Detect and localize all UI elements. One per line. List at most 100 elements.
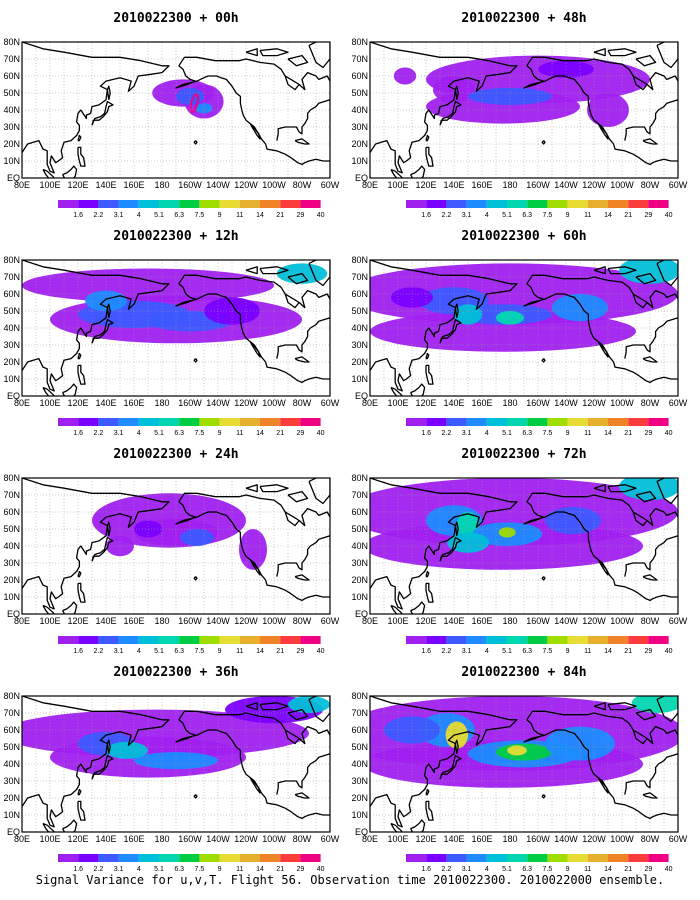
colorbar-label: 29 [645, 866, 653, 873]
lon-tick-label: 120W [582, 398, 606, 408]
colorbar-swatch [239, 200, 260, 208]
colorbar-swatch [78, 200, 99, 208]
lon-tick-label: 100W [610, 834, 634, 844]
coastline [178, 492, 330, 527]
lon-tick-label: 160E [123, 398, 144, 408]
colorbar-swatch [260, 418, 281, 426]
colorbar-label: 7.5 [543, 648, 553, 655]
colorbar-label: 21 [276, 648, 284, 655]
colorbar-swatch [446, 418, 467, 426]
lon-tick-label: 100E [39, 398, 60, 408]
coastline [178, 56, 330, 91]
lat-tick-label: EQ [7, 173, 20, 183]
colorbar-label: 7.5 [543, 430, 553, 437]
lon-tick-label: 140W [554, 834, 578, 844]
colorbar-swatch [300, 854, 321, 862]
coastlines [22, 42, 330, 178]
lon-tick-label: 140E [95, 180, 116, 190]
coastline [259, 484, 289, 493]
coastline [656, 478, 678, 505]
colorbar-swatch [300, 418, 321, 426]
coastline [245, 48, 258, 57]
lon-tick-label: 100W [262, 180, 286, 190]
lon-tick-label: 60W [669, 398, 688, 408]
panel-title: 2010022300 + 00h [113, 11, 238, 26]
lon-tick-label: 140W [206, 616, 230, 626]
colorbar-swatch [219, 854, 240, 862]
colorbar-swatch [179, 636, 200, 644]
lat-tick-label: 60N [351, 725, 368, 735]
colorbar-label: 29 [645, 430, 653, 437]
lon-tick-label: 180 [502, 180, 517, 190]
coastline [370, 478, 518, 610]
colorbar-label: 1.6 [421, 212, 431, 219]
lon-tick-label: 80E [14, 180, 30, 190]
variance-contour [391, 287, 433, 308]
contour-field [393, 55, 650, 127]
lon-tick-label: 80W [641, 180, 660, 190]
colorbar-label: 6.3 [174, 212, 184, 219]
lat-tick-label: 20N [3, 575, 20, 585]
colorbar-swatch [648, 418, 669, 426]
figure-caption: Signal Variance for u,v,T. Flight 56. Ob… [35, 873, 665, 887]
colorbar-swatch [587, 200, 608, 208]
coastline [308, 260, 330, 287]
lon-tick-label: 120E [67, 398, 88, 408]
coastline [635, 54, 657, 67]
colorbar-label: 5.1 [154, 866, 164, 873]
panel-title: 2010022300 + 60h [461, 229, 586, 244]
colorbar-swatch [628, 418, 649, 426]
coastline [42, 604, 56, 614]
coastline [287, 54, 309, 67]
colorbar-label: 6.3 [174, 430, 184, 437]
lat-tick-label: EQ [355, 609, 368, 619]
colorbar-swatch [567, 636, 588, 644]
lat-tick-label: 50N [3, 742, 20, 752]
lon-tick-label: 140W [206, 398, 230, 408]
map-frame [369, 695, 679, 833]
lon-tick-label: 180 [154, 398, 169, 408]
colorbar-swatch [239, 636, 260, 644]
lon-tick-label: 160W [178, 180, 202, 190]
colorbar-label: 29 [297, 648, 305, 655]
coastline [294, 792, 310, 799]
lon-tick-label: 140E [443, 180, 464, 190]
coastline [42, 168, 56, 178]
coastline [106, 521, 111, 536]
lat-tick-label: 80N [351, 37, 368, 47]
colorbar-swatch [78, 854, 99, 862]
lon-tick-label: 180 [154, 616, 169, 626]
colorbar-label: 6.3 [522, 866, 532, 873]
colorbar-swatch [567, 854, 588, 862]
colorbar-label: 7.5 [543, 212, 553, 219]
colorbar-swatch [159, 200, 180, 208]
lon-tick-label: 100W [610, 180, 634, 190]
coastline [425, 134, 430, 142]
lat-tick-label: 80N [351, 691, 368, 701]
colorbar-label: 21 [624, 648, 632, 655]
lat-tick-label: 80N [351, 255, 368, 265]
colorbar-label: 3.1 [462, 866, 472, 873]
coastline [175, 65, 330, 166]
coastline [541, 794, 546, 799]
variance-contour [631, 696, 678, 713]
colorbar-swatch [466, 200, 487, 208]
lon-tick-label: 160W [178, 834, 202, 844]
coastline [656, 42, 678, 69]
coastline [597, 777, 609, 794]
lon-tick-label: 100E [39, 834, 60, 844]
variance-contour [85, 290, 127, 311]
lat-tick-label: 60N [3, 71, 20, 81]
colorbar-swatch [159, 418, 180, 426]
lat-tick-label: 70N [3, 708, 20, 718]
coastline [632, 293, 648, 309]
colorbar-label: 21 [276, 212, 284, 219]
lat-tick-label: 10N [351, 374, 368, 384]
coastline [77, 582, 86, 603]
lon-tick-label: 60W [669, 834, 688, 844]
coastline [593, 702, 606, 711]
variance-contour [370, 311, 636, 352]
coastlines [370, 478, 678, 614]
lon-tick-label: 160E [471, 834, 492, 844]
map-panel: 2010022300 + 72h 80E 100E 120E 140E 160E 180 16… [351, 447, 687, 655]
